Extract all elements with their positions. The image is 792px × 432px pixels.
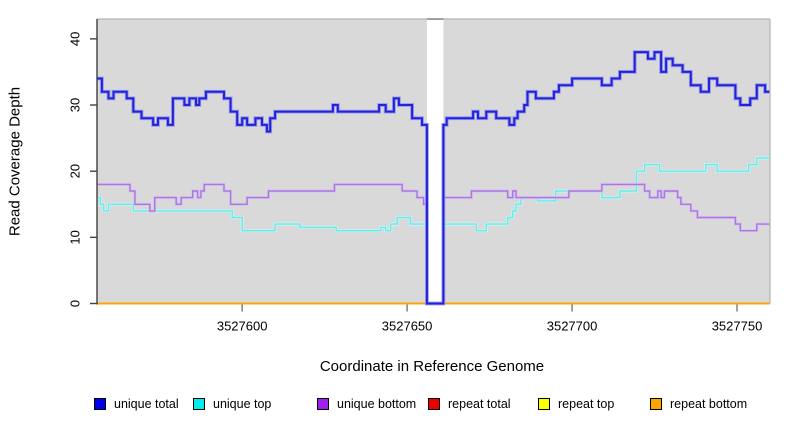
no-data-gap-band [426, 20, 444, 305]
legend-label-repeat-total: repeat total [448, 397, 511, 411]
legend-swatch-unique-total [94, 398, 106, 410]
x-axis-title-wrap: Coordinate in Reference Genome [0, 358, 792, 375]
series-unique-total-line [97, 51, 770, 305]
legend: unique total unique top unique bottom repea… [0, 396, 792, 416]
legend-label-unique-bottom: unique bottom [337, 397, 417, 411]
series-unique-top-line [97, 157, 770, 232]
legend-label-unique-top: unique top [213, 397, 272, 411]
y-tick-label: 0 [67, 300, 82, 307]
y-tick-label: 40 [67, 32, 82, 46]
legend-swatch-repeat-top [538, 398, 550, 410]
x-tick-label: 3527650 [382, 319, 433, 334]
x-tick-label: 3527700 [547, 319, 598, 334]
legend-swatch-repeat-total [428, 398, 440, 410]
legend-label-repeat-bottom: repeat bottom [670, 397, 748, 411]
legend-swatch-unique-bottom [317, 398, 329, 410]
legend-label-repeat-top: repeat top [558, 397, 615, 411]
y-tick-label: 10 [67, 230, 82, 244]
y-tick-label: 20 [67, 164, 82, 178]
x-tick-label: 3527600 [217, 319, 268, 334]
x-tick-label: 3527750 [712, 319, 763, 334]
y-axis-title: Read Coverage Depth [6, 86, 24, 237]
legend-swatch-repeat-bottom [650, 398, 662, 410]
y-tick-label: 30 [67, 98, 82, 112]
x-axis-title: Coordinate in Reference Genome [319, 358, 545, 375]
legend-label-unique-total: unique total [114, 397, 179, 411]
legend-swatch-unique-top [193, 398, 205, 410]
